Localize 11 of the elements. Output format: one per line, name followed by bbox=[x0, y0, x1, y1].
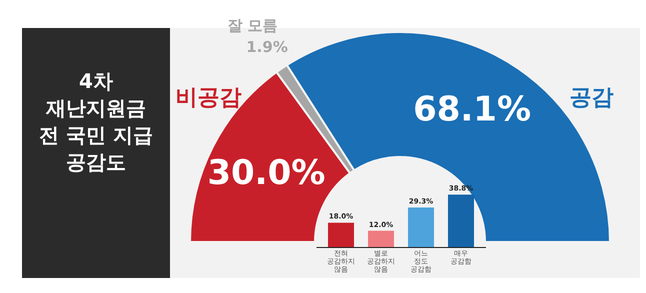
bar bbox=[448, 194, 474, 247]
bar bbox=[328, 222, 354, 247]
data-label: 30.0% bbox=[207, 152, 326, 193]
text: 4차 재난지원금 전 국민 지급 공감도 bbox=[38, 68, 154, 176]
bar bbox=[368, 230, 394, 247]
slice-label: 공감 bbox=[570, 86, 614, 111]
slice-label: 비공감 bbox=[175, 86, 242, 111]
slice-label: 잘 모름 bbox=[227, 16, 278, 35]
data-label: 1.9% bbox=[246, 38, 288, 56]
data-label: 68.1% bbox=[413, 89, 532, 130]
bar bbox=[408, 207, 434, 247]
